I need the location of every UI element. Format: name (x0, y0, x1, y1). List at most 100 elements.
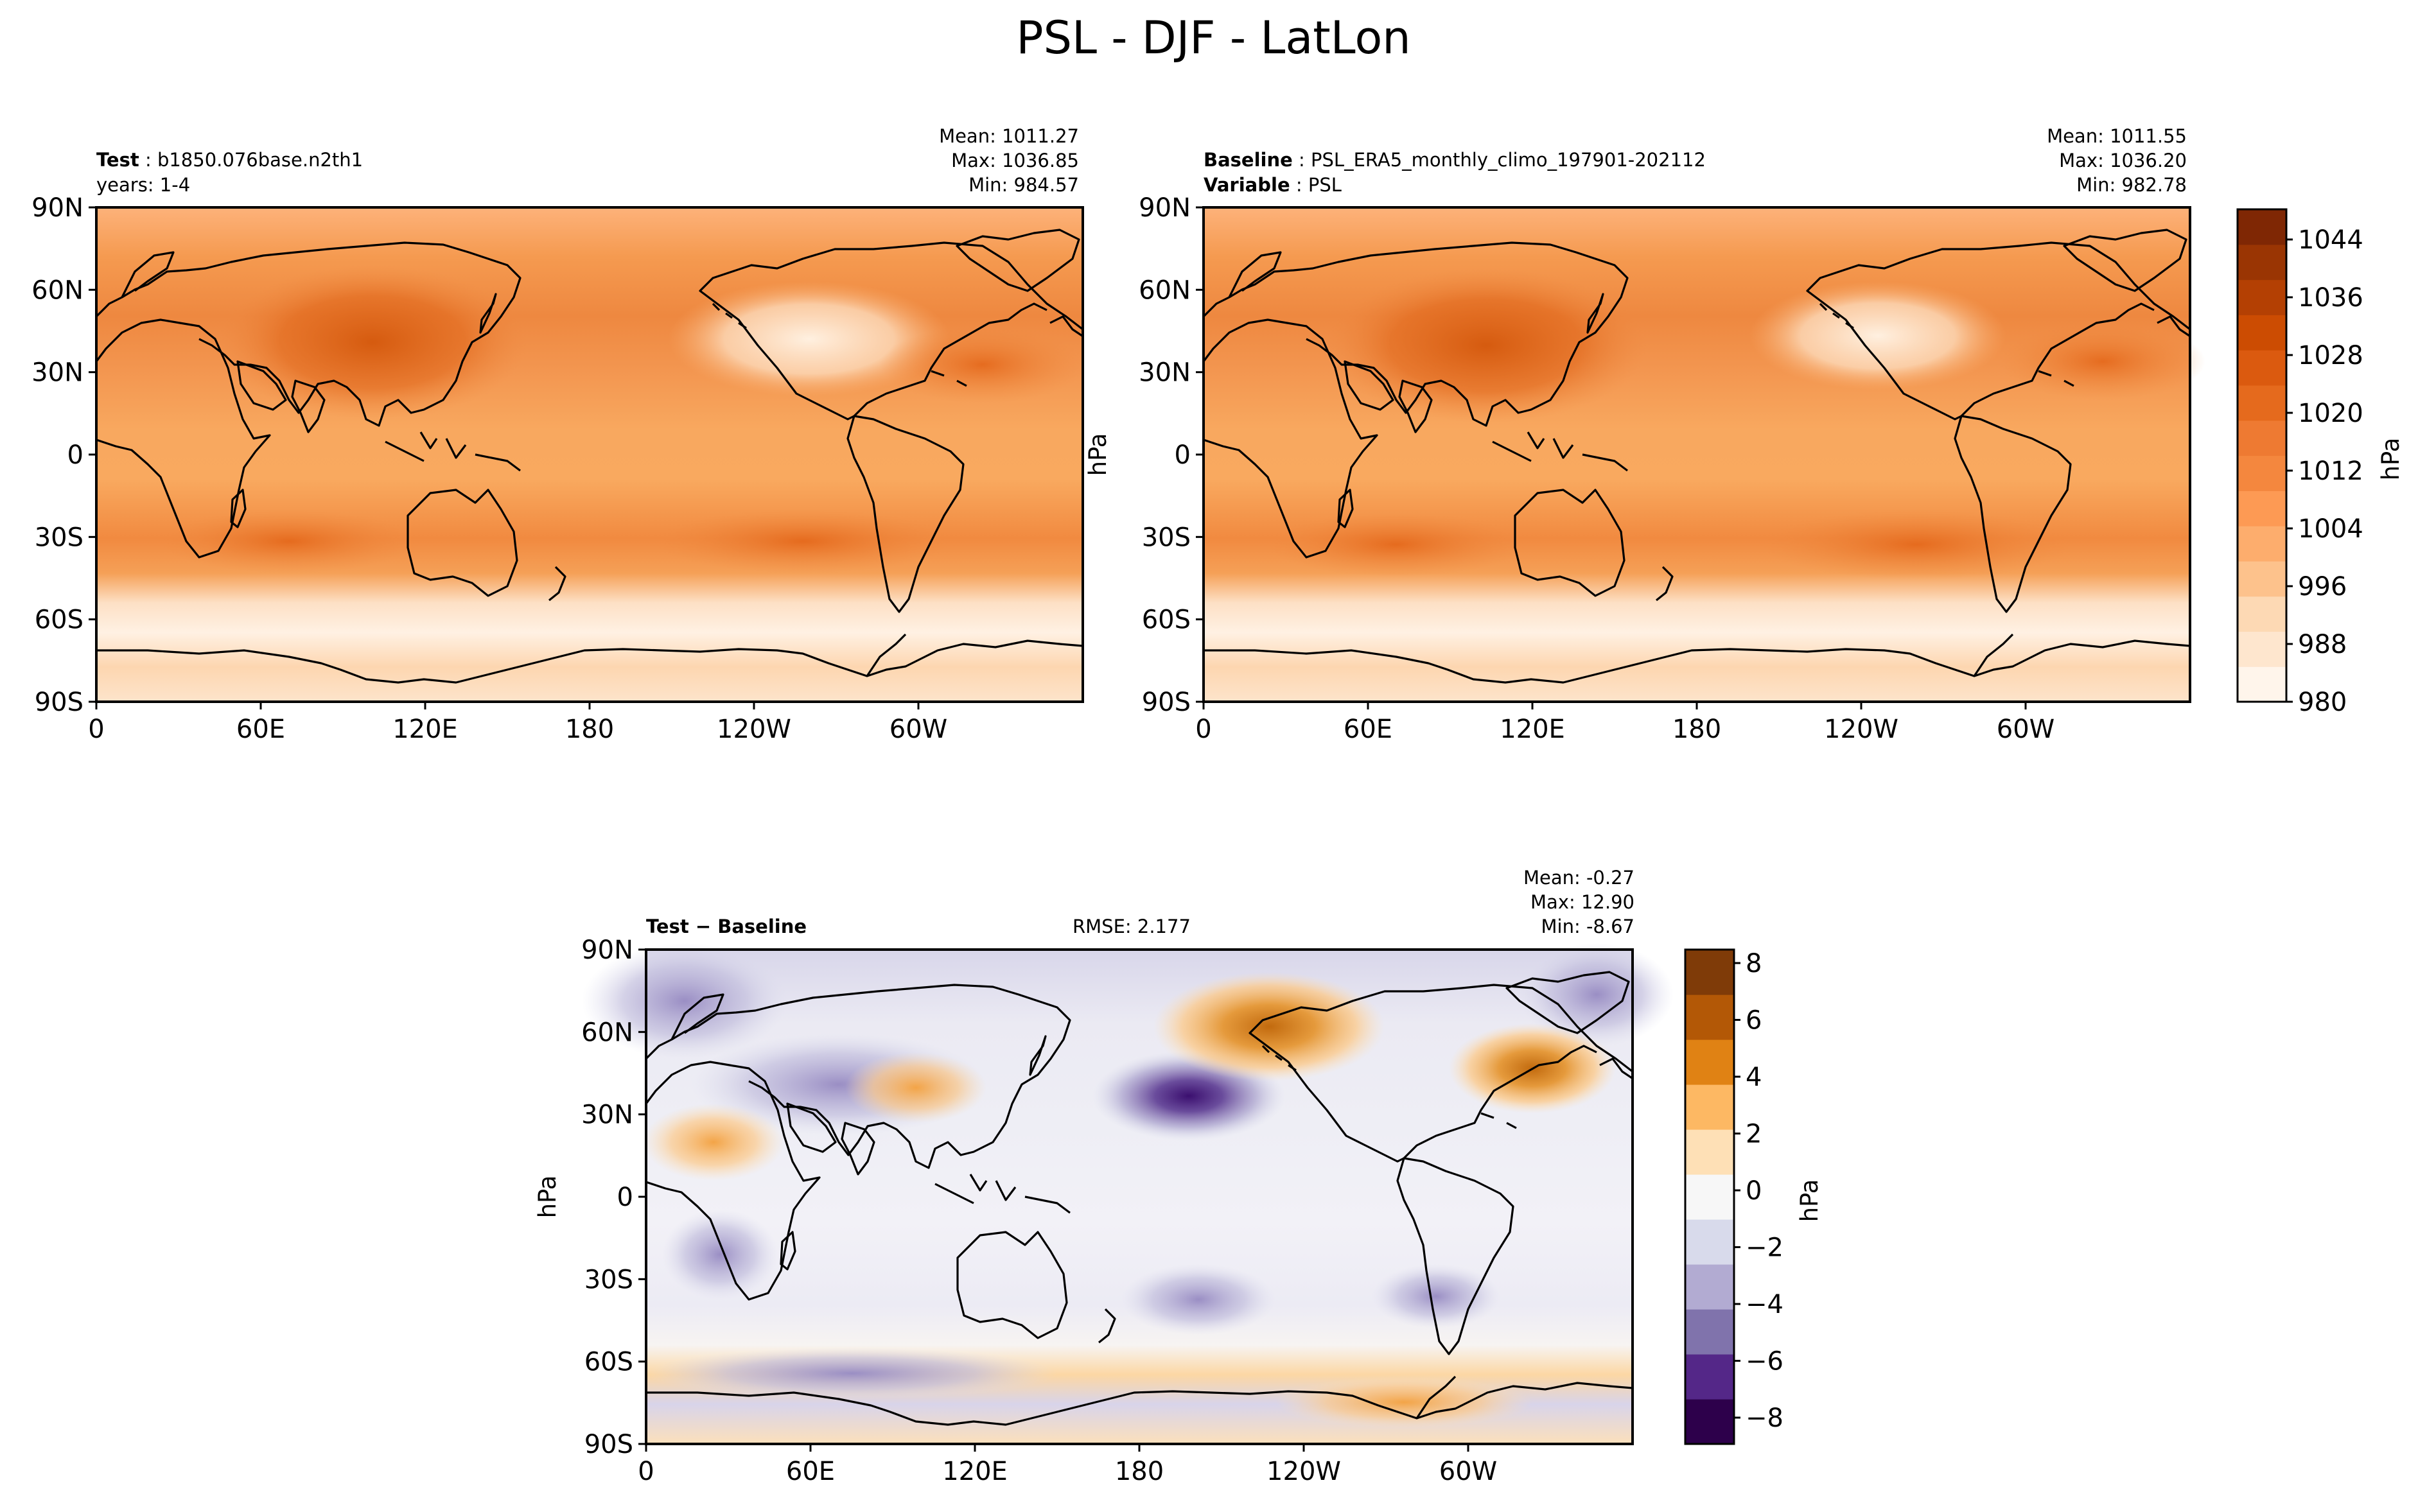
baseline-min: Min: 982.78 (2076, 174, 2187, 196)
diff-map-panel (582, 943, 1674, 1445)
lat-tick-label: 30N (1139, 358, 1191, 388)
baseline-ylabel: hPa (1084, 433, 1112, 476)
lon-tick-label: 120E (942, 1457, 1008, 1486)
lat-tick-label: 60S (35, 605, 83, 635)
lat-tick-label: 30N (31, 358, 83, 388)
colorbar-segment (2238, 491, 2286, 526)
lat-tick-label: 0 (67, 440, 83, 470)
colorbar-tick-label: −4 (1746, 1290, 1783, 1319)
lat-tick-label: 90N (31, 193, 83, 223)
colorbar-segment (1685, 1039, 1734, 1085)
lat-tick-label: 30S (1142, 523, 1191, 552)
colorbar-tick-label: 1044 (2298, 225, 2363, 255)
colorbar-tick-label: 1028 (2298, 341, 2363, 370)
colorbar-segment (2238, 631, 2286, 667)
baseline-header-bold: Baseline (1204, 149, 1293, 171)
colorbar-segment (1685, 1129, 1734, 1175)
lon-tick-label: 0 (1195, 715, 1211, 744)
lat-tick-label: 60N (31, 275, 83, 305)
lon-tick-label: 180 (565, 715, 614, 744)
lat-tick-label: 90N (581, 935, 633, 965)
lon-tick-label: 120W (1824, 715, 1898, 744)
lat-tick-label: 0 (617, 1183, 633, 1212)
difference-colorbar-label: hPa (1796, 1179, 1823, 1222)
diff-ylabel: hPa (534, 1176, 561, 1219)
colorbar-segment (1685, 1219, 1734, 1265)
diff-min: Min: -8.67 (1541, 916, 1634, 937)
baseline-case-name: PSL_ERA5_monthly_climo_197901-202112 (1311, 149, 1706, 171)
colorbar-segment (2238, 526, 2286, 562)
colorbar-tick-label: 1036 (2298, 283, 2363, 313)
colorbar-segment (1685, 1264, 1734, 1310)
colorbar-tick-label: 1004 (2298, 514, 2363, 544)
diff-max: Max: 12.90 (1530, 891, 1634, 913)
colorbar-segment (2238, 560, 2286, 597)
colorbar-segment (1685, 950, 1734, 995)
colorbar-segment (2238, 315, 2286, 351)
colorbar-segment (2238, 385, 2286, 421)
baseline-variable-bold: Variable (1204, 174, 1290, 196)
colorbar-segment (1685, 995, 1734, 1040)
colorbar-segment (2238, 666, 2286, 702)
baseline-max: Max: 1036.20 (2059, 150, 2187, 171)
colorbar-segment (2238, 455, 2286, 491)
test-case-name: b1850.076base.n2th1 (157, 149, 364, 171)
colorbar-segment (2238, 596, 2286, 632)
test-stats: Mean: 1011.27 Max: 1036.85 Min: 984.57 (790, 124, 1079, 197)
colorbar-layer: 980 988 996 1004 1012 1020 1028 1036 1044 hPa 8 6 4 2… (1684, 208, 2405, 1445)
colorbar-segment (1685, 1354, 1734, 1400)
baseline-stats: Mean: 1011.55 Max: 1036.20 Min: 982.78 (1898, 124, 2187, 197)
colorbar-segment (1685, 1309, 1734, 1355)
figure-title: PSL - DJF - LatLon (1016, 12, 1411, 64)
difference-colorbar: 8 6 4 2 0 −2 −4 −6 −8 hPa (1684, 948, 1823, 1445)
colorbar-segment (1685, 1084, 1734, 1130)
colorbar-tick-label: −2 (1746, 1233, 1783, 1263)
colorbar-segment (2238, 209, 2286, 245)
colorbar-tick-label: 8 (1746, 949, 1762, 978)
lat-tick-label: 30S (584, 1265, 633, 1294)
lat-tick-label: 90N (1139, 193, 1191, 223)
test-mean: Mean: 1011.27 (939, 125, 1079, 147)
lon-tick-label: 180 (1672, 715, 1721, 744)
lat-tick-label: 30N (581, 1100, 633, 1130)
lon-tick-label: 60W (1997, 715, 2055, 744)
colorbar-frame (1684, 948, 1735, 1445)
test-max: Max: 1036.85 (951, 150, 1079, 171)
lon-tick-label: 180 (1115, 1457, 1164, 1486)
lat-tick-label: 60N (581, 1018, 633, 1047)
diff-header: Test − Baseline (646, 916, 807, 937)
colorbar-segment (2238, 350, 2286, 386)
lon-tick-label: 120W (1266, 1457, 1341, 1486)
lon-tick-label: 0 (638, 1457, 654, 1486)
test-map-panel (95, 206, 1085, 703)
lon-tick-label: 60E (236, 715, 285, 744)
absolute-colorbar: 980 988 996 1004 1012 1020 1028 1036 1044 hPa (2236, 208, 2405, 717)
diff-mean: Mean: -0.27 (1523, 867, 1634, 889)
baseline-variable-value: PSL (1308, 174, 1342, 196)
diff-rmse: RMSE: 2.177 (1073, 916, 1191, 937)
lon-tick-label: 120W (717, 715, 791, 744)
test-header: Test : b1850.076base.n2th1 (96, 149, 364, 171)
lat-tick-label: 30S (35, 523, 83, 552)
lon-tick-label: 60W (1439, 1457, 1497, 1486)
baseline-variable: Variable : PSL (1204, 174, 1342, 196)
test-min: Min: 984.57 (968, 174, 1079, 196)
colorbar-tick-label: 988 (2298, 630, 2347, 659)
colorbar-segment (2238, 244, 2286, 281)
colorbar-tick-label: 4 (1746, 1063, 1762, 1092)
baseline-map-panel (1202, 206, 2205, 703)
colorbar-tick-label: 980 (2298, 688, 2347, 717)
lat-tick-label: 90S (1142, 688, 1191, 717)
colorbar-segment (2238, 279, 2286, 315)
lon-tick-label: 60W (889, 715, 947, 744)
diff-stats: Mean: -0.27 Max: 12.90 Min: -8.67 (1345, 865, 1634, 939)
colorbar-segment (1685, 1399, 1734, 1445)
lat-tick-label: 0 (1175, 440, 1191, 470)
lon-tick-label: 120E (1500, 715, 1565, 744)
colorbar-segment (1685, 1174, 1734, 1220)
colorbar-tick-label: −8 (1746, 1403, 1783, 1433)
colorbar-tick-label: 2 (1746, 1120, 1762, 1149)
lat-tick-label: 60S (584, 1348, 633, 1377)
colorbar-tick-label: 6 (1746, 1006, 1762, 1036)
